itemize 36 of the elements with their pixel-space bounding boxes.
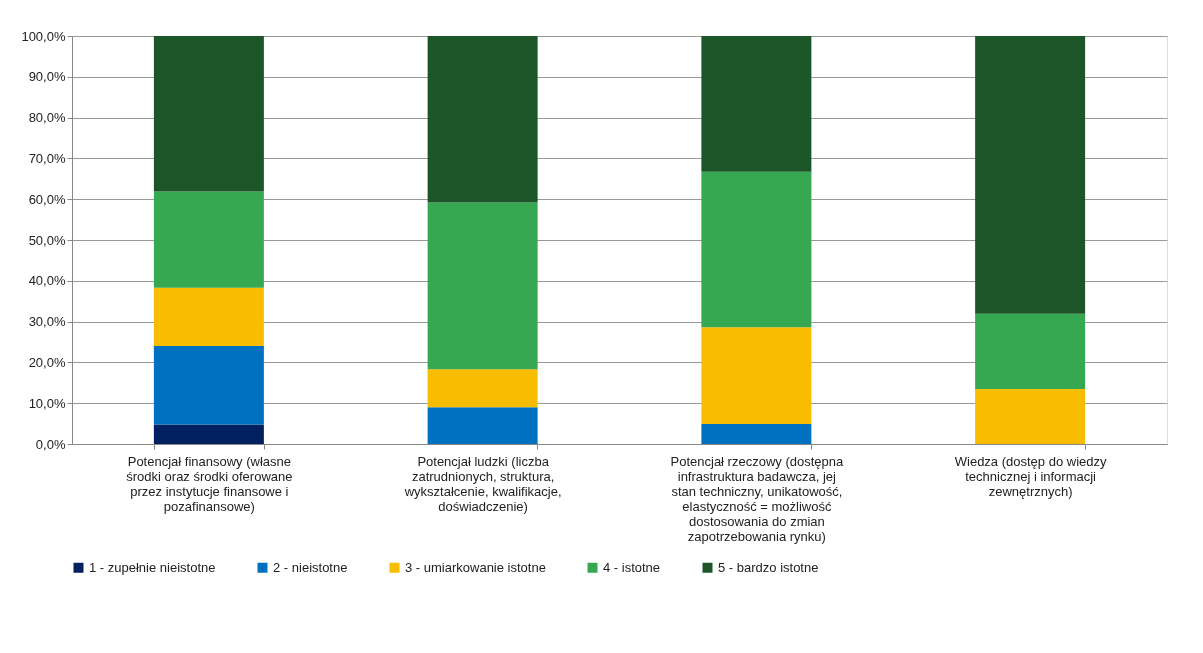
bar xyxy=(153,191,264,288)
bar xyxy=(153,346,264,425)
bar xyxy=(975,36,1086,314)
y-tick-label: 70,0% xyxy=(28,150,66,166)
y-tick-label: 60,0% xyxy=(28,191,66,207)
x-tick-label: Potencjał finansowy (własne środki oraz środki oferowane przez instytucje finansowe i pozafinansowe) xyxy=(126,453,293,514)
bar xyxy=(975,388,1086,444)
y-tick-label: 80,0% xyxy=(28,110,66,126)
bar xyxy=(153,287,264,347)
y-tick-label: 100,0% xyxy=(21,28,66,44)
y-tick-label: 50,0% xyxy=(28,232,66,248)
legend-label: 3 - umiarkowanie istotne xyxy=(405,559,546,575)
x-tick-label: Potencjał ludzki (liczba zatrudnionych, struktura, wykształcenie, kwalifikacje, doświadczenie) xyxy=(403,453,562,514)
bar xyxy=(701,327,812,425)
bar xyxy=(153,36,264,192)
bar xyxy=(701,171,812,328)
y-tick-label: 30,0% xyxy=(28,314,66,330)
legend-label: 2 - nieistotne xyxy=(273,559,348,575)
y-tick-label: 10,0% xyxy=(28,395,66,411)
bar xyxy=(153,424,264,444)
x-tick-label: Wiedza (dostęp do wiedzy technicznej i informacji zewnętrznych) xyxy=(954,453,1107,499)
legend-label: 1 - zupełnie nieistotne xyxy=(89,559,216,575)
x-tick-label: Potencjał rzeczowy (dostępna infrastruktura badawcza, jej stan techniczny, unikatowość, elastyczność = możliwość dostosowania do zmian zapotrzebowania rynku) xyxy=(670,453,844,544)
legend-label: 4 - istotne xyxy=(603,559,661,575)
bar xyxy=(701,36,812,172)
bar xyxy=(427,36,538,203)
y-tick-label: 90,0% xyxy=(28,69,66,85)
bar xyxy=(427,202,538,370)
bar xyxy=(427,369,538,408)
y-tick-label: 0,0% xyxy=(35,436,66,452)
bar xyxy=(701,424,812,444)
bar xyxy=(427,407,538,444)
legend-label: 5 - bardzo istotne xyxy=(718,559,819,575)
y-tick-label: 20,0% xyxy=(28,354,66,370)
bar xyxy=(975,313,1086,389)
y-tick-label: 40,0% xyxy=(28,273,66,289)
